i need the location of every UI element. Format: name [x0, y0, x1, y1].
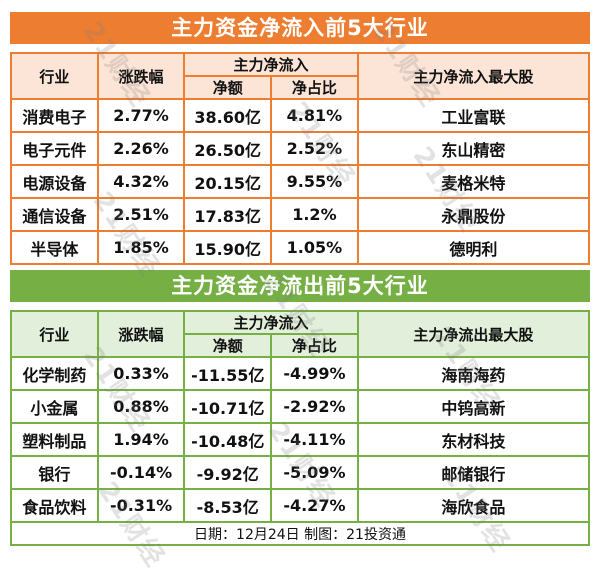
- cell-top-stock: 永鼎股份: [356, 197, 591, 232]
- cell-top-stock: 东材科技: [356, 422, 591, 457]
- cell-change: 0.88%: [96, 389, 186, 424]
- table-row: 半导体 1.85% 15.90亿 1.05% 德明利: [10, 230, 591, 265]
- cell-industry: 食品饮料: [10, 488, 99, 523]
- table-row: 电子元件 2.26% 26.50亿 2.52% 东山精密: [10, 131, 591, 166]
- table-row: 银行 -0.14% -9.92亿 -5.09% 邮储银行: [10, 455, 591, 490]
- inflow-header-top-stock: 主力净流入最大股: [356, 52, 591, 100]
- cell-net-ratio: 1.05%: [270, 230, 359, 265]
- cell-net-amount: 38.60亿: [183, 98, 273, 133]
- inflow-header-change: 涨跌幅: [96, 52, 186, 100]
- cell-top-stock: 麦格米特: [356, 164, 591, 199]
- cell-change: 4.32%: [96, 164, 186, 199]
- inflow-header-net-amount: 净额: [183, 75, 273, 100]
- footer-note: 日期：12月24日 制图：21投资通: [10, 521, 590, 546]
- table-row: 小金属 0.88% -10.71亿 -2.92% 中钨高新: [10, 389, 591, 424]
- cell-net-ratio: -4.99%: [270, 356, 359, 391]
- cell-net-amount: 20.15亿: [183, 164, 273, 199]
- table-row: 塑料制品 1.94% -10.48亿 -4.11% 东材科技: [10, 422, 591, 457]
- cell-change: 1.85%: [96, 230, 186, 265]
- cell-industry: 通信设备: [10, 197, 99, 232]
- cell-net-amount: -9.92亿: [183, 455, 273, 490]
- cell-industry: 小金属: [10, 389, 99, 424]
- cell-industry: 电子元件: [10, 131, 99, 166]
- cell-industry: 塑料制品: [10, 422, 99, 457]
- table-row: 电源设备 4.32% 20.15亿 9.55% 麦格米特: [10, 164, 591, 199]
- table-row: 消费电子 2.77% 38.60亿 4.81% 工业富联: [10, 98, 591, 133]
- cell-net-ratio: -4.27%: [270, 488, 359, 523]
- inflow-header-group: 主力净流入: [183, 52, 359, 77]
- cell-top-stock: 中钨高新: [356, 389, 591, 424]
- outflow-header-top-stock: 主力净流出最大股: [356, 310, 591, 358]
- inflow-table: 行业 涨跌幅 主力净流入 主力净流入最大股 净额 净占比 消费电子 2.77% …: [10, 52, 591, 265]
- cell-change: 2.77%: [96, 98, 186, 133]
- cell-industry: 银行: [10, 455, 99, 490]
- table-row: 通信设备 2.51% 17.83亿 1.2% 永鼎股份: [10, 197, 591, 232]
- cell-net-amount: -11.55亿: [183, 356, 273, 391]
- cell-top-stock: 海欣食品: [356, 488, 591, 523]
- cell-top-stock: 海南海药: [356, 356, 591, 391]
- cell-industry: 化学制药: [10, 356, 99, 391]
- cell-net-amount: -10.48亿: [183, 422, 273, 457]
- inflow-header-net-ratio: 净占比: [270, 75, 359, 100]
- cell-top-stock: 邮储银行: [356, 455, 591, 490]
- inflow-header-industry: 行业: [10, 52, 99, 100]
- cell-change: -0.14%: [96, 455, 186, 490]
- cell-net-ratio: -2.92%: [270, 389, 359, 424]
- cell-net-ratio: 4.81%: [270, 98, 359, 133]
- cell-top-stock: 工业富联: [356, 98, 591, 133]
- cell-net-ratio: -4.11%: [270, 422, 359, 457]
- cell-net-amount: -10.71亿: [183, 389, 273, 424]
- cell-net-amount: 26.50亿: [183, 131, 273, 166]
- cell-change: 0.33%: [96, 356, 186, 391]
- cell-net-ratio: 1.2%: [270, 197, 359, 232]
- cell-net-ratio: 9.55%: [270, 164, 359, 199]
- cell-industry: 半导体: [10, 230, 99, 265]
- cell-industry: 电源设备: [10, 164, 99, 199]
- cell-top-stock: 德明利: [356, 230, 591, 265]
- footer-row: 日期：12月24日 制图：21投资通: [10, 521, 590, 546]
- outflow-header-industry: 行业: [10, 310, 99, 358]
- outflow-header-net-amount: 净额: [183, 333, 273, 358]
- inflow-section-title: 主力资金净流入前5大行业: [10, 12, 590, 44]
- cell-industry: 消费电子: [10, 98, 99, 133]
- outflow-header-net-ratio: 净占比: [270, 333, 359, 358]
- table-row: 化学制药 0.33% -11.55亿 -4.99% 海南海药: [10, 356, 591, 391]
- table-sheet: 主力资金净流入前5大行业 行业 涨跌幅 主力净流入 主力净流入最大股 净额 净占…: [10, 12, 591, 546]
- outflow-section-title: 主力资金净流出前5大行业: [10, 270, 590, 302]
- cell-change: -0.31%: [96, 488, 186, 523]
- cell-top-stock: 东山精密: [356, 131, 591, 166]
- cell-net-ratio: 2.52%: [270, 131, 359, 166]
- cell-net-ratio: -5.09%: [270, 455, 359, 490]
- cell-net-amount: 15.90亿: [183, 230, 273, 265]
- table-row: 食品饮料 -0.31% -8.53亿 -4.27% 海欣食品: [10, 488, 591, 523]
- outflow-table: 行业 涨跌幅 主力净流入 主力净流出最大股 净额 净占比 化学制药 0.33% …: [10, 310, 591, 546]
- cell-net-amount: 17.83亿: [183, 197, 273, 232]
- outflow-header-group: 主力净流入: [183, 310, 359, 335]
- cell-change: 2.26%: [96, 131, 186, 166]
- cell-change: 1.94%: [96, 422, 186, 457]
- cell-change: 2.51%: [96, 197, 186, 232]
- cell-net-amount: -8.53亿: [183, 488, 273, 523]
- outflow-header-change: 涨跌幅: [96, 310, 186, 358]
